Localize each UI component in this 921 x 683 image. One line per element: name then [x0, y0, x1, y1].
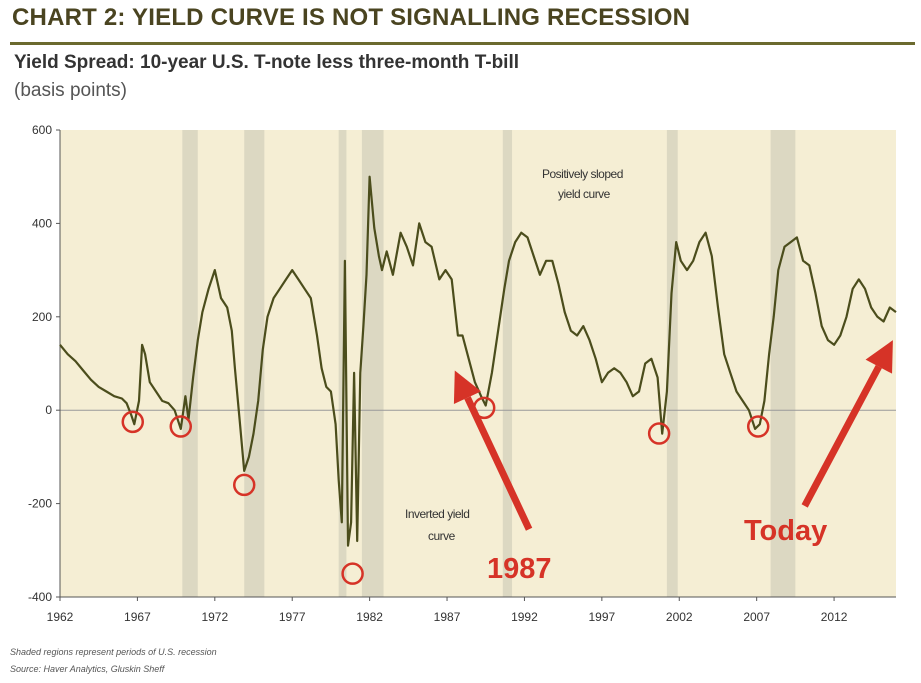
callout-arrow-head	[453, 370, 482, 405]
callout-arrow-shaft	[464, 396, 533, 531]
chart-title: CHART 2: YIELD CURVE IS NOT SIGNALLING R…	[12, 4, 691, 31]
unit-label: (basis points)	[14, 80, 127, 101]
recession-band	[338, 130, 347, 597]
positive-slope-label-1: Positively sloped	[542, 167, 623, 181]
positive-slope-label-2: yield curve	[558, 187, 611, 201]
x-tick-label: 1987	[434, 610, 461, 624]
inversion-circle	[341, 562, 364, 585]
y-tick-label: 200	[32, 310, 52, 324]
source-footnote: Source: Haver Analytics, Gluskin Sheff	[10, 664, 165, 674]
x-tick-label: 1982	[356, 610, 383, 624]
callout-arrows	[453, 340, 893, 531]
inversion-circle	[232, 473, 256, 497]
x-tick-label: 2012	[821, 610, 848, 624]
inversion-circle	[647, 422, 671, 445]
title-divider	[10, 42, 915, 45]
axis-ticks: 600 400 200 0 -200 -400 1962 1967 1972 1977 1982 19…	[28, 123, 848, 624]
x-tick-label: 1992	[511, 610, 538, 624]
recession-band	[502, 130, 513, 597]
recession-band	[770, 130, 796, 597]
y-tick-label: 0	[45, 403, 52, 417]
x-tick-label: 1977	[279, 610, 306, 624]
inverted-curve-label-1: Inverted yield	[405, 507, 469, 521]
callout-arrow-head	[865, 340, 893, 374]
inverted-curve-label-2: curve	[428, 529, 456, 543]
x-tick-label: 2007	[743, 610, 770, 624]
recession-footnote: Shaded regions represent periods of U.S.…	[10, 647, 217, 657]
y-tick-label: -200	[28, 497, 52, 511]
yield-spread-line	[59, 175, 897, 547]
inversion-circle	[169, 415, 193, 438]
recession-band	[666, 130, 678, 597]
callout-today: Today	[744, 515, 827, 547]
callout-arrow-shaft	[801, 364, 882, 508]
annotations: Positively sloped yield curve Inverted y…	[405, 167, 827, 585]
inversion-circle	[746, 415, 770, 438]
x-tick-label: 1972	[201, 610, 228, 624]
callout-1987: 1987	[487, 553, 552, 585]
inversion-circle	[121, 410, 145, 434]
chart-subtitle: Yield Spread: 10-year U.S. T-note less t…	[14, 52, 520, 73]
x-tick-label: 1967	[124, 610, 151, 624]
recession-band	[182, 130, 198, 597]
x-tick-label: 1962	[47, 610, 74, 624]
recession-band	[244, 130, 265, 597]
y-tick-label: 600	[32, 123, 52, 137]
y-tick-label: 400	[32, 216, 52, 230]
x-tick-label: 1997	[589, 610, 616, 624]
y-tick-label: -400	[28, 590, 52, 604]
x-tick-label: 2002	[666, 610, 693, 624]
plot-area	[60, 130, 896, 597]
